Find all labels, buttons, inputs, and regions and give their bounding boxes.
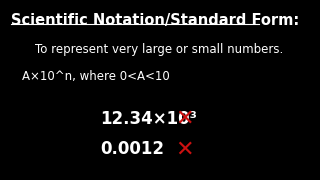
- Text: To represent very large or small numbers.: To represent very large or small numbers…: [35, 43, 283, 56]
- Text: A×10^n, where 0<A<10: A×10^n, where 0<A<10: [21, 70, 169, 83]
- Text: ✕: ✕: [175, 109, 194, 129]
- Text: 12.34×10³: 12.34×10³: [100, 110, 197, 128]
- Text: Scientific Notation/Standard Form:: Scientific Notation/Standard Form:: [11, 13, 299, 28]
- Text: 0.0012: 0.0012: [100, 140, 164, 158]
- Text: ✕: ✕: [175, 139, 194, 159]
